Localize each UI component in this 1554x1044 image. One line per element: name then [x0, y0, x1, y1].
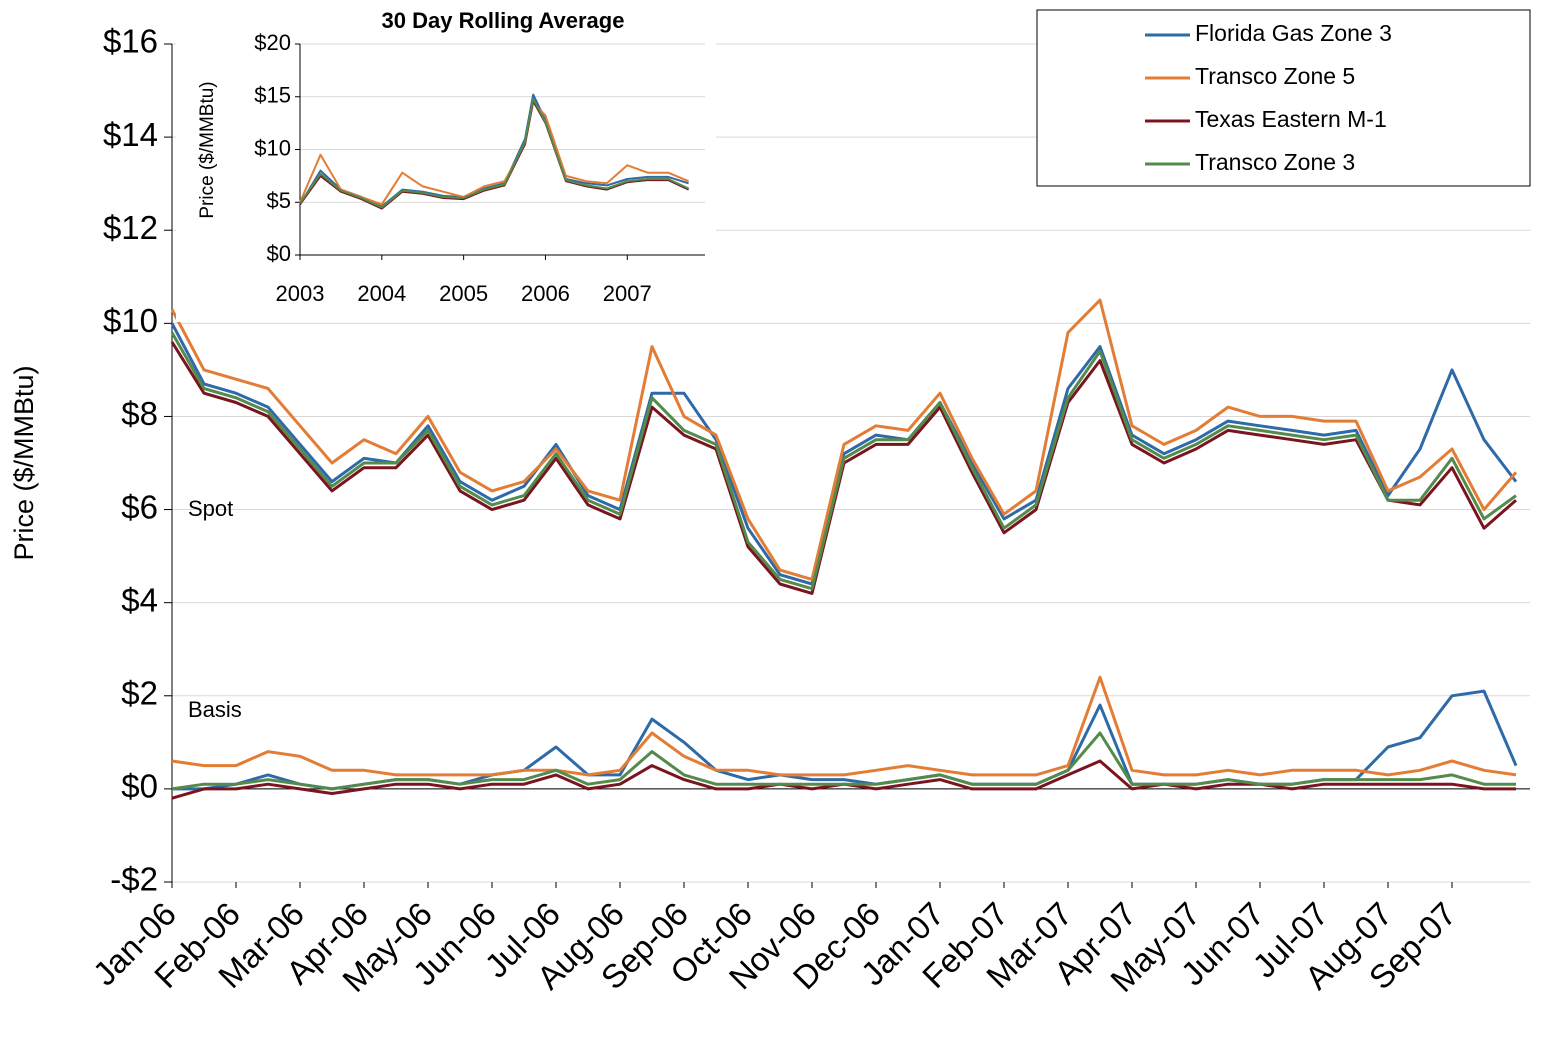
- basis-line: [171, 731, 1516, 791]
- y-tick-label: $10: [103, 302, 158, 339]
- inset-line: [299, 101, 689, 206]
- legend-label: Transco Zone 3: [1195, 149, 1355, 175]
- legend-label: Texas Eastern M-1: [1195, 106, 1387, 132]
- basis-line: [171, 675, 1517, 777]
- y-tick-label: $20: [254, 30, 291, 55]
- legend-label: Florida Gas Zone 3: [1195, 20, 1392, 46]
- y-tick-label: $4: [121, 581, 158, 618]
- y-tick-label: $6: [121, 488, 158, 525]
- x-tick-label: 2004: [357, 281, 406, 306]
- inset-title: 30 Day Rolling Average: [382, 8, 625, 33]
- y-axis-label: Price ($/MMBtu): [197, 81, 218, 218]
- y-tick-label: $0: [267, 241, 291, 266]
- y-tick-label: $14: [103, 116, 158, 153]
- annotation: Spot: [188, 496, 233, 521]
- legend-box: [1036, 9, 1531, 187]
- inset-line: [299, 97, 690, 209]
- x-tick-label: 2006: [521, 281, 570, 306]
- y-tick-label: $16: [103, 23, 158, 60]
- y-tick-label: $15: [254, 83, 291, 108]
- y-tick-label: -$2: [110, 861, 158, 898]
- spot-line: [170, 298, 1518, 581]
- y-axis-label: Price ($/MMBtu): [9, 365, 39, 560]
- x-tick-label: 2005: [439, 281, 488, 306]
- x-tick-label: 2007: [603, 281, 652, 306]
- legend-label: Transco Zone 5: [1195, 63, 1355, 89]
- y-tick-label: $2: [121, 674, 158, 711]
- x-tick-label: 2003: [276, 281, 325, 306]
- inset-background: [176, 0, 716, 322]
- y-tick-label: $12: [103, 209, 158, 246]
- y-tick-label: $8: [121, 395, 158, 432]
- y-tick-label: $10: [254, 135, 291, 160]
- spot-line: [170, 331, 1517, 591]
- y-tick-label: $0: [121, 768, 158, 805]
- y-tick-label: $5: [267, 188, 291, 213]
- annotation: Basis: [188, 697, 242, 722]
